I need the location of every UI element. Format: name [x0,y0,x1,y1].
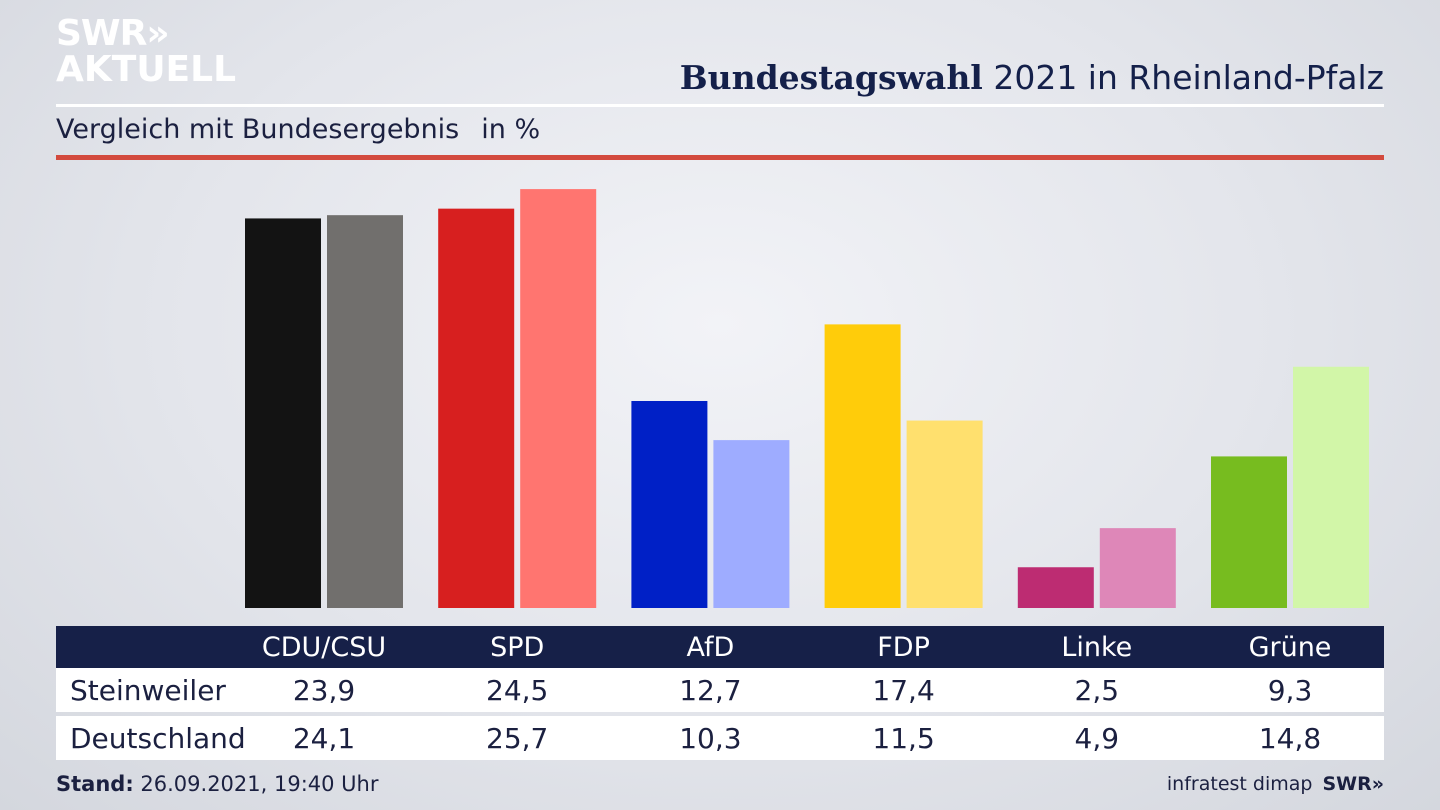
swr-aktuell-logo: SWR» AKTUELL [56,16,236,88]
table-cell: 9,3 [1267,673,1313,707]
source-text: infratest dimap [1166,773,1313,795]
bar-afd-deutschland [713,440,790,608]
bar-fdp-deutschland [906,420,983,608]
chart-title: Bundestagswahl 2021 in Rheinland-Pfalz [680,58,1384,97]
table-cell: 17,4 [872,673,935,707]
row-label: Deutschland [70,721,246,755]
logo-line-2: AKTUELL [56,49,237,90]
results-table: CDU/CSU SPD AfD FDP Linke Grüne Steinweiler 2… [56,626,1384,760]
row-label: Steinweiler [70,673,226,707]
bar-cdu-csu-deutschland [327,215,403,609]
table-cell: 4,9 [1074,721,1120,755]
bar-linke-steinweiler [1017,567,1094,608]
subtitle-text: Vergleich mit Bundesergebnis [56,114,460,145]
bar-linke-deutschland [1099,528,1176,608]
stand-value: 26.09.2021, 19:40 Uhr [133,772,379,796]
title-bold: Bundestagswahl [679,58,983,97]
source-credit: infratest dimap SWR» [1167,773,1384,795]
bar-cdu-csu-steinweiler [245,218,321,608]
table-cell: 11,5 [872,721,935,755]
column-header: Grüne [1248,631,1332,663]
title-rest: 2021 in Rheinland-Pfalz [982,58,1384,97]
column-header: CDU/CSU [261,631,387,663]
table-cell: 14,8 [1258,721,1322,755]
table-header-row: CDU/CSU SPD AfD FDP Linke Grüne [56,626,1384,668]
column-header: AfD [686,631,735,663]
logo-line-1: SWR» [56,13,170,54]
table-cell: 23,9 [292,673,356,707]
title-divider [56,104,1384,107]
table-cell: 2,5 [1074,673,1120,707]
table-row-steinweiler: Steinweiler 23,9 24,5 12,7 17,4 2,5 9,3 [56,668,1384,712]
chart-subtitle: Vergleich mit Bundesergebnis in % [56,114,540,145]
bar-afd-steinweiler [631,400,708,608]
table-cell: 24,1 [292,721,356,755]
bar-spd-deutschland [520,189,597,608]
table-cell: 25,7 [486,721,549,755]
table-cell: 12,7 [679,673,742,707]
column-header: SPD [490,631,545,663]
unit-label: in % [481,114,541,145]
swr-brand-logo: SWR» [1322,773,1384,795]
bar-fdp-steinweiler [824,324,901,608]
table-row-deutschland: Deutschland 24,1 25,7 10,3 11,5 4,9 14,8 [56,716,1384,760]
bar-gr-ne-deutschland [1293,366,1369,608]
timestamp: Stand: 26.09.2021, 19:40 Uhr [56,772,379,796]
subtitle-divider [56,155,1384,160]
column-header: Linke [1061,631,1133,663]
stand-label: Stand: [56,772,134,796]
bar-gr-ne-steinweiler [1211,456,1287,608]
bar-chart [245,189,1369,609]
table-cell: 10,3 [679,721,742,755]
table-cell: 24,5 [486,673,549,707]
column-header: FDP [877,631,930,663]
bar-spd-steinweiler [438,208,515,608]
